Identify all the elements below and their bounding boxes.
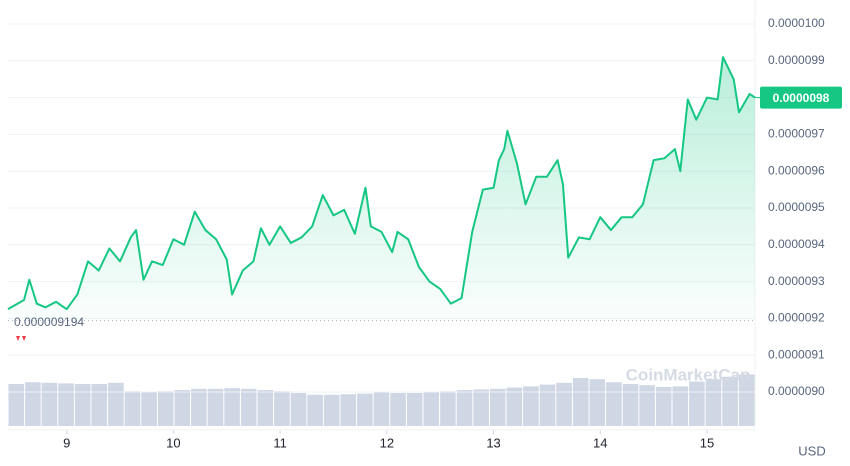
- y-tick-label: 0.0000090: [768, 384, 825, 398]
- volume-bar: [357, 393, 373, 426]
- volume-bar: [257, 390, 274, 426]
- y-tick-label: 0.0000093: [768, 274, 825, 288]
- volume-bar: [373, 392, 390, 426]
- y-tick-label: 0.0000091: [768, 347, 825, 361]
- x-tick-label: 12: [380, 435, 394, 450]
- volume-bar: [423, 392, 440, 426]
- volume-bar: [240, 388, 257, 426]
- last-price-box: [760, 86, 842, 109]
- volume-bar: [124, 391, 141, 426]
- volume-bar: [58, 383, 74, 426]
- volume-bar: [157, 391, 174, 426]
- volume-bar: [506, 387, 523, 426]
- x-tick-label: 9: [63, 435, 70, 450]
- volume-bar: [174, 390, 191, 426]
- y-tick-label: 0.0000100: [768, 16, 825, 30]
- volume-bar: [307, 394, 323, 426]
- volume-bar: [41, 382, 58, 426]
- volume-bar: [191, 388, 207, 426]
- price-area: [8, 57, 755, 321]
- y-tick-label: 0.0000095: [768, 200, 825, 214]
- price-line: [7, 56, 756, 311]
- volume-bar: [639, 385, 655, 426]
- volume-bar: [572, 378, 589, 426]
- volume-bar: [323, 394, 340, 426]
- x-tick-label: 13: [486, 435, 500, 450]
- volume-bar: [440, 391, 456, 426]
- volume-bar: [456, 390, 473, 426]
- volume-bar: [74, 384, 91, 426]
- volume-bar: [207, 388, 224, 426]
- y-tick-label: 0.0000094: [768, 237, 825, 251]
- volume-bar: [473, 389, 489, 426]
- volume-bar: [738, 374, 755, 426]
- watermark: CoinMarketCap: [626, 365, 751, 384]
- x-tick-label: 10: [166, 435, 180, 450]
- volume-bar: [108, 382, 124, 426]
- x-tick-label: 15: [700, 435, 714, 450]
- volume-bar: [406, 393, 423, 426]
- volume-bar: [340, 394, 357, 426]
- volume-bar: [622, 384, 639, 426]
- volume-bar: [91, 384, 108, 426]
- y-tick-label: 0.0000099: [768, 53, 825, 67]
- volume-bar: [589, 379, 606, 426]
- volume-bar: [539, 384, 556, 426]
- volume-bar: [689, 381, 705, 426]
- x-tick-label: 11: [273, 435, 287, 450]
- x-tick-label: 14: [593, 435, 607, 450]
- volume-bar: [274, 391, 290, 426]
- volume-bar: [655, 387, 672, 426]
- volume-bar: [606, 382, 622, 426]
- volume-bar: [141, 391, 157, 426]
- volume-bar: [523, 386, 539, 426]
- volume-bar: [705, 379, 722, 426]
- volume-bar: [390, 393, 406, 426]
- volume-bar: [722, 376, 738, 426]
- volume-bar: [672, 386, 689, 426]
- low-marker: [16, 336, 26, 341]
- y-tick-label: 0.0000092: [768, 311, 825, 325]
- volume-bar: [25, 382, 41, 426]
- volume-bar: [556, 382, 572, 426]
- last-price-label: 0.0000098: [773, 91, 830, 105]
- y-tick-label: 0.0000096: [768, 163, 825, 177]
- volume-bar: [290, 393, 307, 426]
- y-tick-label: 0.0000097: [768, 127, 825, 141]
- low-label: 0.000009194: [14, 315, 84, 329]
- currency-label: USD: [798, 443, 825, 458]
- volume-bar: [489, 388, 506, 426]
- volume-bar: [224, 388, 240, 426]
- volume-bar: [8, 384, 25, 426]
